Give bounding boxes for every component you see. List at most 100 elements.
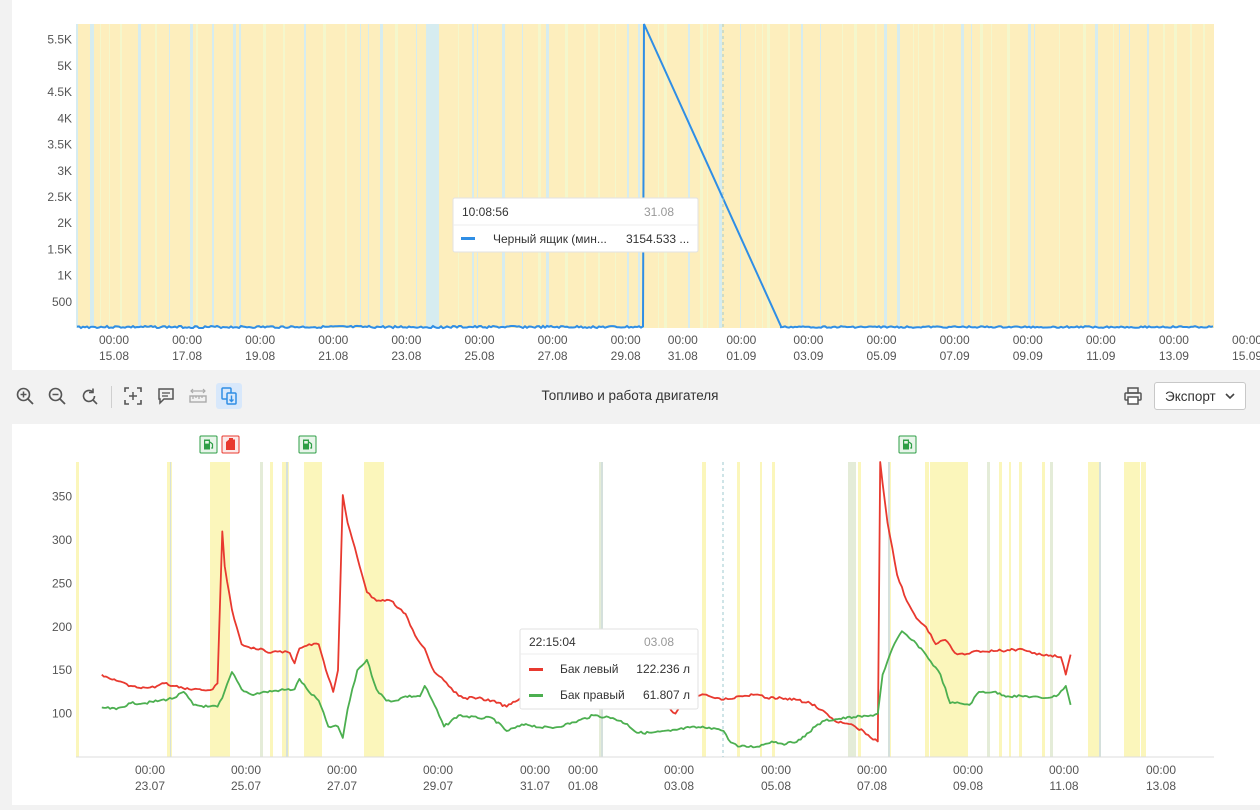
comment-button[interactable] (153, 383, 179, 409)
activity-stripe (1099, 462, 1101, 757)
activity-stripe (1009, 462, 1011, 757)
y-tick-label: 250 (52, 576, 72, 590)
fuel-pump-icon (303, 439, 313, 450)
tooltip-time: 10:08:56 (462, 205, 509, 219)
activity-stripe (664, 24, 667, 328)
x-tick-date: 09.09 (1013, 349, 1043, 363)
activity-stripe (282, 462, 289, 757)
series-line-black-box[interactable] (76, 23, 1214, 330)
activity-stripe (740, 24, 741, 328)
activity-stripe (546, 24, 549, 328)
activity-stripe (658, 24, 659, 328)
series-line-tank-right[interactable] (101, 630, 1072, 749)
sync-charts-button[interactable] (216, 383, 242, 409)
chart-toolbar: Топливо и работа двигателя Экспорт (0, 378, 1260, 416)
x-tick-date: 29.07 (423, 779, 453, 793)
select-area-button[interactable] (120, 383, 146, 409)
ruler-button[interactable] (185, 383, 211, 409)
y-tick-label: 4.5K (47, 85, 72, 99)
x-tick-time: 00:00 (464, 333, 494, 347)
bottom-chart[interactable]: 100 150 200 250 300 350 00:00 23.07 00:00 25.07 00… (12, 424, 1260, 805)
x-tick-date: 05.08 (761, 779, 791, 793)
x-tick-date: 09.08 (953, 779, 983, 793)
activity-stripe (190, 24, 193, 328)
activity-stripe (1019, 462, 1022, 757)
activity-stripe (820, 24, 821, 328)
activity-stripe (323, 24, 326, 328)
activity-stripe (283, 24, 285, 328)
activity-stripe (858, 462, 861, 757)
activity-stripe (615, 24, 616, 328)
activity-stripe (913, 24, 914, 328)
activity-stripe (767, 24, 770, 328)
x-tick-time: 00:00 (423, 763, 453, 777)
activity-stripe (627, 24, 629, 328)
tooltip-series-value: 61.807 л (643, 688, 690, 702)
activity-stripe (933, 24, 935, 328)
activity-stripe (1095, 24, 1098, 328)
activity-stripe (502, 24, 505, 328)
x-tick-time: 00:00 (793, 333, 823, 347)
x-tick-time: 00:00 (99, 333, 129, 347)
x-tick-date: 31.08 (668, 349, 698, 363)
tooltip-legend-swatch (529, 668, 543, 671)
x-tick-time: 00:00 (611, 333, 641, 347)
event-marker[interactable] (898, 435, 917, 454)
export-label: Экспорт (1165, 388, 1216, 404)
x-tick-date: 07.08 (857, 779, 887, 793)
activity-stripe (925, 462, 929, 757)
activity-stripe (1028, 24, 1031, 328)
event-marker[interactable] (199, 435, 218, 454)
activity-stripe (737, 462, 740, 757)
zoom-out-icon (48, 387, 66, 405)
x-tick-time: 00:00 (1086, 333, 1116, 347)
y-tick-label: 500 (52, 295, 72, 309)
x-tick-time: 00:00 (520, 763, 550, 777)
x-tick-date: 15.08 (99, 349, 129, 363)
y-tick-label: 3K (57, 164, 72, 178)
activity-stripe (522, 24, 523, 328)
activity-stripe (788, 24, 790, 328)
x-tick-date: 25.08 (464, 349, 494, 363)
activity-stripe (426, 24, 439, 328)
comment-icon (158, 388, 174, 405)
activity-stripe (1088, 462, 1098, 757)
activity-stripe (999, 462, 1002, 757)
fuel-pump-icon (204, 439, 214, 450)
activity-stripe (239, 24, 241, 328)
reset-zoom-button[interactable] (76, 383, 102, 409)
tooltip-series-label: Бак левый (560, 662, 619, 676)
x-tick-date: 29.08 (611, 349, 641, 363)
zoom-in-button[interactable] (12, 383, 38, 409)
x-tick-date: 13.08 (1146, 779, 1176, 793)
activity-stripe (270, 462, 273, 757)
print-button[interactable] (1120, 383, 1146, 409)
activity-stripe (700, 24, 703, 328)
tooltip-legend-swatch (461, 237, 475, 240)
activity-stripe (360, 24, 361, 328)
y-tick-label: 350 (52, 490, 72, 504)
y-tick-label: 2K (57, 216, 72, 230)
y-tick-label: 300 (52, 533, 72, 547)
x-tick-time: 00:00 (940, 333, 970, 347)
event-marker[interactable] (221, 435, 240, 454)
x-tick-date: 01.09 (726, 349, 756, 363)
activity-stripe (1034, 24, 1035, 328)
activity-stripe (971, 24, 972, 328)
activity-stripe (212, 24, 214, 328)
activity-stripe (138, 24, 141, 328)
top-chart[interactable]: 500 1K 1.5K 2K 2.5K 3K 3.5K 4K 4.5K 5K 5.5K 00:00 15… (12, 0, 1260, 370)
activity-stripe (980, 24, 983, 328)
x-tick-date: 23.08 (391, 349, 421, 363)
activity-stripe (760, 462, 762, 757)
zoom-out-button[interactable] (44, 383, 70, 409)
activity-stripe (961, 24, 964, 328)
activity-stripe (875, 24, 877, 328)
x-tick-time: 00:00 (668, 333, 698, 347)
event-marker[interactable] (298, 435, 317, 454)
export-dropdown[interactable]: Экспорт (1154, 382, 1246, 410)
x-tick-time: 00:00 (664, 763, 694, 777)
activity-stripe (538, 24, 541, 328)
x-tick-date: 15.09 (1232, 349, 1260, 363)
activity-stripe (304, 24, 306, 328)
